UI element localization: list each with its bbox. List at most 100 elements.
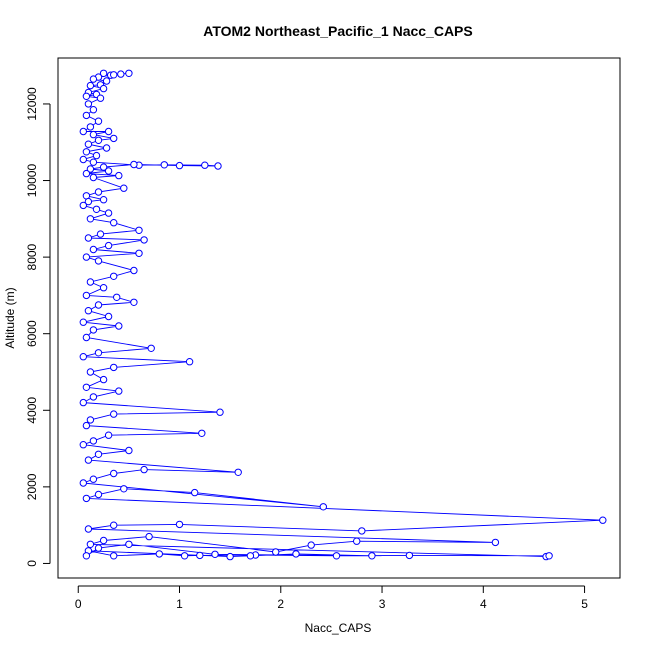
data-point (82, 111, 91, 120)
data-point (84, 140, 93, 148)
data-point (104, 431, 113, 439)
data-point (104, 127, 113, 136)
data-point (82, 421, 91, 430)
data-point (86, 215, 95, 223)
data-point (99, 163, 108, 171)
data-point (79, 201, 88, 210)
data-point (82, 148, 91, 156)
data-point (96, 230, 105, 238)
data-point (155, 550, 164, 558)
data-point (86, 416, 95, 424)
data-point (82, 552, 91, 560)
data-point (82, 291, 91, 300)
data-point (84, 525, 93, 533)
data-point (84, 307, 93, 315)
data-point (125, 540, 133, 548)
data-point (115, 171, 123, 180)
data-point (82, 253, 91, 261)
data-point (147, 344, 155, 352)
data-point (92, 151, 101, 160)
data-point (102, 77, 111, 85)
data-point (79, 479, 88, 487)
data-point (198, 429, 206, 437)
data-point (94, 450, 103, 458)
data-point (353, 537, 361, 545)
data-point (110, 71, 118, 79)
data-point (99, 196, 108, 204)
data-point (125, 69, 133, 78)
data-point (104, 209, 113, 217)
data-point (125, 446, 133, 455)
y-tick-label: 6000 (25, 320, 39, 347)
data-point (160, 161, 169, 169)
data-point (89, 393, 98, 401)
data-point (130, 266, 138, 275)
data-point (86, 278, 95, 286)
data-point (86, 123, 95, 131)
x-tick-label: 1 (176, 597, 183, 611)
data-point (180, 552, 189, 560)
data-point (545, 552, 553, 560)
data-point (120, 485, 128, 493)
data-point (110, 552, 118, 560)
data-point (332, 552, 341, 560)
data-point (79, 441, 88, 449)
data-point (191, 488, 199, 497)
plot-frame (57, 57, 621, 579)
chart-title: ATOM2 Northeast_Pacific_1 Nacc_CAPS (203, 23, 472, 39)
data-point (110, 521, 118, 529)
data-point (94, 257, 103, 265)
x-tick-label: 5 (581, 597, 588, 611)
x-axis: 0 1 2 3 4 5 (75, 585, 588, 611)
data-point (89, 75, 98, 83)
y-tick-label: 8000 (25, 243, 39, 270)
data-point (110, 410, 118, 418)
data-point (104, 167, 113, 175)
data-point (104, 312, 113, 321)
data-point (84, 456, 93, 464)
data-point (89, 245, 98, 254)
data-point (196, 551, 204, 560)
data-point (292, 550, 300, 558)
data-point (94, 136, 103, 145)
data-point (214, 162, 222, 170)
data-point (175, 520, 184, 529)
data-point (86, 165, 95, 173)
data-point (216, 408, 224, 416)
data-point (89, 173, 98, 182)
y-tick-label: 12000 (25, 87, 39, 121)
data-point (140, 236, 148, 244)
data-point (234, 468, 242, 476)
data-point (79, 353, 88, 361)
data-point (82, 333, 91, 342)
data-point (110, 134, 118, 143)
data-point (99, 536, 108, 545)
data-point (110, 469, 118, 478)
data-point (115, 387, 123, 395)
data-point (79, 155, 88, 164)
data-point (110, 363, 118, 372)
data-point (86, 540, 95, 548)
data-point (120, 184, 128, 192)
data-point (491, 538, 500, 547)
data-point (89, 130, 98, 139)
data-point (86, 81, 95, 90)
data-point (110, 272, 118, 280)
data-point (113, 293, 121, 301)
data-point (79, 318, 88, 326)
y-axis: 0 2000 4000 6000 8000 10000 12000 (25, 87, 51, 567)
y-tick-label: 2000 (25, 473, 39, 500)
x-tick-label: 3 (379, 597, 386, 611)
data-point (94, 349, 103, 357)
x-axis-label: Nacc_CAPS (305, 621, 372, 635)
data-point (94, 188, 103, 196)
y-axis-label: Altitude (m) (3, 287, 17, 348)
series-path (81, 72, 603, 558)
x-tick-label: 4 (480, 597, 487, 611)
y-tick-label: 10000 (25, 164, 39, 198)
data-point (89, 106, 98, 114)
data-point (130, 298, 138, 306)
data-point (82, 383, 91, 391)
x-tick-label: 2 (277, 597, 284, 611)
